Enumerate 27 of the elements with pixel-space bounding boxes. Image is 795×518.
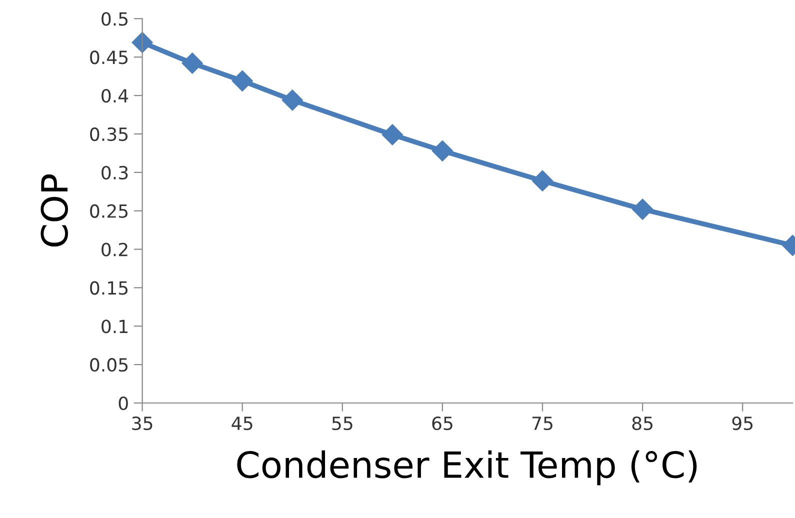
y-tick-label: 0.1: [102, 320, 128, 334]
y-tick-label: 0.05: [90, 358, 128, 372]
point: [282, 90, 303, 111]
x-tick-label: 55: [332, 416, 352, 430]
point: [532, 170, 554, 192]
y-tick-label: 0.25: [90, 204, 128, 218]
x-tick-label: 65: [432, 416, 452, 430]
y-tick-label: 0.3: [102, 166, 128, 180]
x-tick-label: 75: [532, 416, 552, 430]
y-tick-label: 0.4: [102, 88, 128, 103]
y-tick-label: 0: [118, 396, 128, 410]
y-tick-label: 0.5: [102, 12, 128, 26]
x-tick-label: 35: [132, 416, 152, 430]
x-axis-title: Condenser Exit Temp (°C): [237, 450, 697, 486]
y-tick-label: 0.35: [90, 127, 128, 142]
y-tick-label: 0.45: [90, 50, 128, 64]
y-axis-title: COP: [40, 174, 68, 247]
x-tick-label: 85: [632, 416, 652, 430]
point: [632, 198, 654, 220]
point: [432, 140, 453, 162]
point: [182, 52, 203, 74]
x-tick-label: 45: [232, 416, 252, 430]
point: [382, 124, 403, 146]
y-tick-label: 0.15: [90, 281, 128, 295]
point: [232, 70, 253, 92]
y-tick-label: 0.2: [102, 242, 128, 256]
x-tick-label: 95: [732, 416, 752, 430]
